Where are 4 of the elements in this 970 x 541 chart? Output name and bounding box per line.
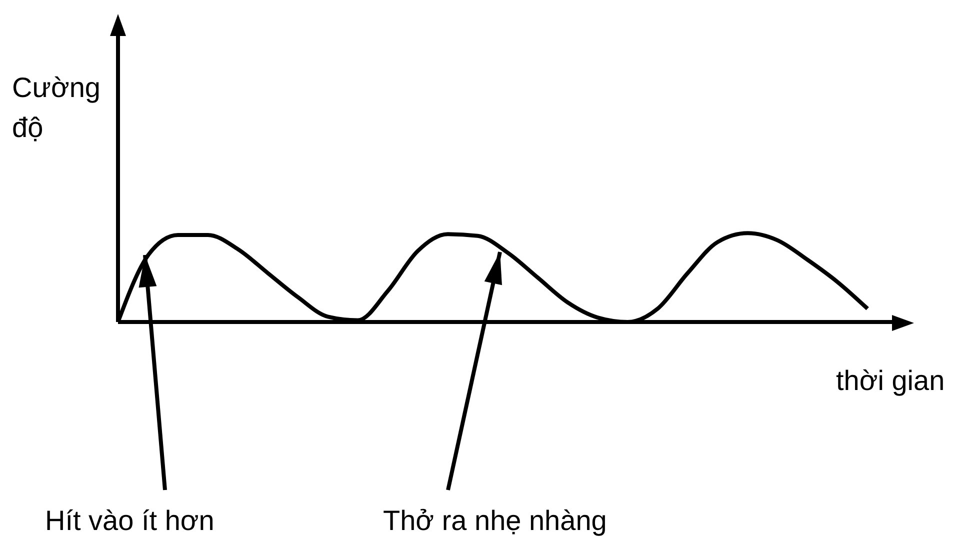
text: Thở ra nhẹ nhàng xyxy=(383,505,607,537)
y-axis-title: Cường độ xyxy=(12,71,102,145)
text: Hít vào ít hơn xyxy=(45,505,214,537)
x-axis-title: thời gian xyxy=(836,365,945,397)
